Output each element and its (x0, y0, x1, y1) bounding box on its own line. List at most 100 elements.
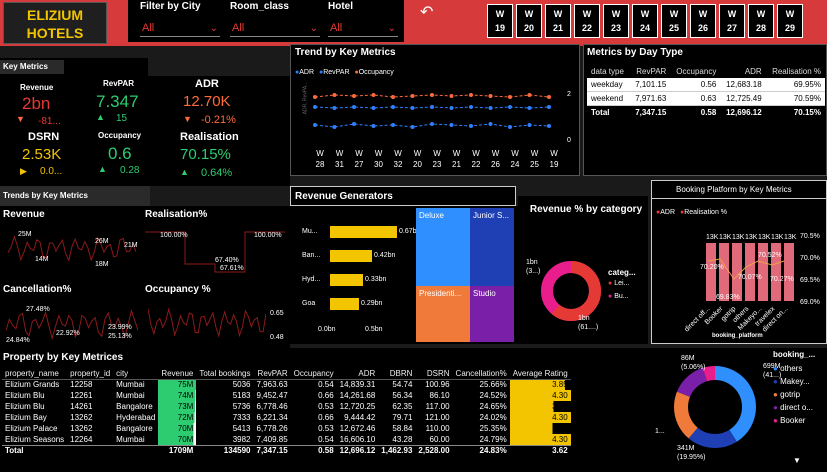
logo: ELIZIUM HOTELS (3, 2, 107, 44)
week-button[interactable]: W 19 (487, 4, 513, 38)
day-type-header: Occupancy (676, 67, 717, 76)
filter-room-class[interactable]: Room_class All ⌄ (230, 1, 320, 37)
property-row[interactable]: Elizium Seasons 12264 Mumbai 70M 3982 7,409.8… (2, 434, 571, 445)
week-button[interactable]: W 28 (748, 4, 774, 38)
property-header[interactable]: Revenue (158, 368, 197, 380)
week-button[interactable]: W 21 (545, 4, 571, 38)
week-button[interactable]: W 23 (603, 4, 629, 38)
week-button[interactable]: W 22 (574, 4, 600, 38)
property-header[interactable]: DSRN (415, 368, 453, 380)
rg-bar[interactable] (330, 274, 363, 286)
property-header[interactable]: Occupancy (290, 368, 337, 380)
property-cell: 3.02 (509, 423, 571, 434)
week-button[interactable]: W 27 (719, 4, 745, 38)
bp-bar[interactable] (771, 243, 781, 301)
kpi-adr-value: 12.70K (183, 93, 231, 110)
property-cell: 24.79% (479, 434, 507, 444)
bd-slice[interactable] (674, 366, 756, 448)
bd-legend-item[interactable]: ● gotrip (773, 390, 801, 399)
rg-bar-value: 0.67bn (399, 228, 421, 235)
property-cell: 0.54 (318, 434, 334, 444)
week-button[interactable]: W 29 (777, 4, 803, 38)
day-type-row[interactable]: weekday 7,101.15 0.56 12,683.18 69.95% (587, 78, 825, 92)
filter-hotel[interactable]: Hotel All ⌄ (328, 1, 398, 37)
property-header[interactable]: ADR (336, 368, 379, 380)
filter-city-select[interactable]: All ⌄ (140, 22, 220, 37)
property-total-cell (67, 445, 113, 456)
property-total-cell: 12,696.12 (339, 446, 376, 456)
property-header[interactable]: DBRN (378, 368, 416, 380)
trend-point (508, 95, 512, 99)
bp-bar[interactable] (732, 243, 742, 301)
bp-bar[interactable] (758, 243, 768, 301)
property-panel: Property by Key Metrices property_name pr… (0, 348, 645, 472)
property-row[interactable]: Elizium Blu 14261 Bangalore 73M 5736 6,778.46… (2, 401, 571, 412)
rg-bar-label: Mu... (302, 228, 318, 235)
bp-bar[interactable] (784, 243, 794, 301)
bd-legend-item[interactable]: ● direct o... (773, 403, 813, 412)
property-cell: 5413 (232, 424, 251, 433)
tile-presidential[interactable]: Presidenti... (416, 286, 470, 342)
legend-dot-icon: ● (318, 69, 324, 76)
property-cell: Elizium Blu (5, 402, 45, 411)
property-header[interactable]: property_name (2, 368, 68, 380)
week-button[interactable]: W 24 (632, 4, 658, 38)
property-total-cell: Total (5, 446, 24, 456)
bp-bar[interactable] (706, 243, 716, 301)
property-header[interactable]: Average Rating (509, 368, 571, 380)
trend-x-tick: W 26 (491, 149, 500, 169)
property-row[interactable]: Elizium Bay 13262 Hyderabad 72M 7333 6,221.34… (2, 412, 571, 423)
day-type-row[interactable]: weekend 7,971.63 0.63 12,725.49 70.59% (587, 91, 825, 106)
rg-bar[interactable] (330, 250, 372, 262)
filter-room-select[interactable]: All ⌄ (230, 22, 320, 37)
property-header[interactable]: property_id (67, 368, 114, 380)
trend-point (352, 94, 356, 98)
tile-junior-suite[interactable]: Junior S... (470, 208, 514, 286)
bd-legend-item[interactable]: ● others (773, 364, 803, 373)
trend-point (391, 95, 395, 99)
property-cell: Elizium Seasons (5, 434, 65, 444)
property-cell: 14,839.31 (339, 380, 376, 390)
bd-slice[interactable] (674, 366, 756, 448)
property-row[interactable]: Elizium Blu 12261 Mumbai 74M 5183 9,452.47 0.6… (2, 390, 571, 401)
trend-point (410, 94, 415, 98)
property-header[interactable]: Cancellation% (452, 368, 510, 380)
kpi-occupancy-label: Occupancy (98, 131, 142, 140)
trend-point (469, 105, 473, 109)
property-header[interactable]: Total bookings (196, 368, 254, 380)
mini-revenue-ann: 26M (95, 238, 109, 245)
week-button[interactable]: W 20 (516, 4, 542, 38)
down-arrow-icon: ▼ (16, 114, 25, 124)
week-label: W (582, 9, 592, 19)
week-button[interactable]: W 25 (661, 4, 687, 38)
rg-bar[interactable] (330, 226, 397, 238)
property-cell: Mumbai (116, 391, 145, 400)
trend-right-axis-top: 2 (567, 91, 571, 98)
property-row[interactable]: Elizium Grands 12258 Mumbai 75M 5036 7,963.63… (2, 379, 571, 390)
property-cell: 7,409.85 (256, 434, 288, 444)
week-button[interactable]: W 26 (690, 4, 716, 38)
undo-icon[interactable]: ↶ (420, 4, 434, 21)
property-row[interactable]: Elizium Palace 13262 Bangalore 70M 5413 6,778… (2, 423, 571, 434)
week-number: 20 (523, 23, 534, 33)
property-cell: 43.28 (392, 434, 413, 444)
bp-bar[interactable] (719, 243, 729, 301)
tile-studio[interactable]: Studio (470, 286, 514, 342)
bd-legend-item[interactable]: ● Makey... (773, 377, 810, 386)
property-cell: 6,778.46 (256, 402, 288, 411)
property-cell: 12258 (70, 380, 93, 390)
bd-legend-item[interactable]: ● Booker (773, 416, 806, 425)
bp-bar[interactable] (745, 243, 755, 301)
mini-cancel-ann: 23.99% (108, 324, 132, 331)
chevron-down-icon[interactable]: ▼ (793, 456, 801, 465)
tile-deluxe[interactable]: Deluxe (416, 208, 470, 286)
bd-slice[interactable] (674, 366, 756, 448)
trends-key-header: Trends by Key Metrics (0, 186, 150, 206)
filter-hotel-select[interactable]: All ⌄ (328, 22, 398, 37)
rg-bar[interactable] (330, 298, 359, 310)
property-header[interactable]: RevPAR (253, 368, 291, 380)
property-cell: 14,261.68 (339, 391, 376, 400)
legend-adr: ADR (299, 69, 315, 76)
property-header[interactable]: city (113, 368, 159, 380)
filter-city[interactable]: Filter by City All ⌄ (140, 1, 220, 37)
